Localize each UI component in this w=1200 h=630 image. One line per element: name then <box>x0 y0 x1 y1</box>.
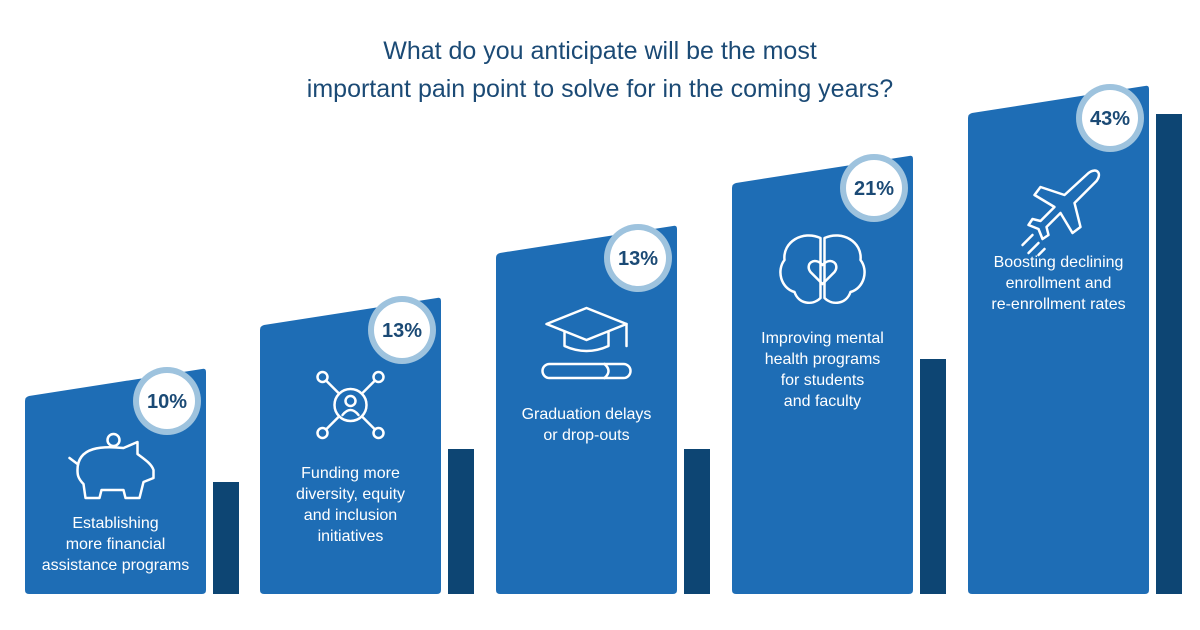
value-badge-5 <box>1082 90 1138 146</box>
network-person-icon <box>316 370 385 440</box>
value-badge-3 <box>610 230 666 286</box>
piggy-bank-icon <box>68 432 155 500</box>
bar-group-5: 43% Boosting declining enrollment and re-en… <box>968 84 1182 595</box>
value-badge-4 <box>846 160 902 216</box>
graduation-cap-icon <box>541 306 632 380</box>
bar-3 <box>496 225 677 595</box>
category-label-4: Improving mental health programs for stude… <box>761 330 884 410</box>
bar-4 <box>732 155 913 595</box>
bar-side-5 <box>1156 114 1182 594</box>
data-label-2: 13% <box>382 320 422 342</box>
bar-group-3: 13% Graduation delays or drop-outs <box>496 224 710 595</box>
category-label-2: Funding more diversity, equity and inclusi… <box>296 465 405 545</box>
category-label-1: Establishing more financial assistance pro… <box>42 515 190 574</box>
bar-side-4 <box>920 359 946 594</box>
data-label-5: 43% <box>1090 108 1130 130</box>
chart-title-line-2: important pain point to solve for in the… <box>306 75 894 103</box>
chart-title: What do you anticipate will be the most … <box>0 32 1200 108</box>
chart-title-line-1: What do you anticipate will be the most <box>383 37 817 65</box>
bar-side-2 <box>448 449 474 594</box>
bar-2 <box>260 297 441 594</box>
data-label-1: 10% <box>147 391 187 413</box>
airplane-icon <box>1021 169 1101 257</box>
bar-group-2: 13% Funding more diversity, equity and incl… <box>260 296 474 594</box>
value-badge-2 <box>374 302 430 358</box>
bar-group-1: 10% Establishing more financial assistance … <box>25 367 239 594</box>
brain-heart-icon <box>779 234 866 305</box>
value-badge-1 <box>139 373 195 429</box>
category-label-3: Graduation delays or drop-outs <box>522 406 652 444</box>
bar-side-3 <box>684 449 710 594</box>
bar-side-1 <box>213 482 239 594</box>
bar-5 <box>968 85 1149 595</box>
category-label-5: Boosting declining enrollment and re-enrol… <box>991 254 1125 313</box>
data-label-3: 13% <box>618 248 658 270</box>
data-label-4: 21% <box>854 178 894 200</box>
bar-group-4: 21% Improving mental health programs for st… <box>732 154 946 595</box>
